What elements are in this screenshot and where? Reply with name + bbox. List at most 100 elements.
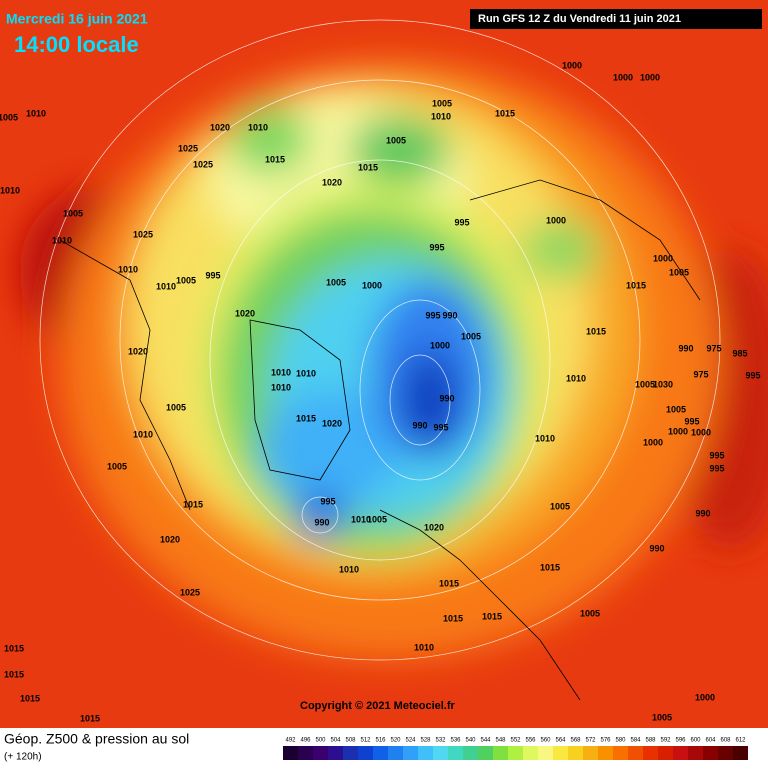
isobar-label: 1005 <box>176 275 196 285</box>
legend-swatch <box>673 746 688 760</box>
legend-swatch <box>358 746 373 760</box>
legend-label: 568 <box>570 738 581 744</box>
isobar-label: 1015 <box>626 280 646 290</box>
isobar-label: 1005 <box>326 277 346 287</box>
isobar-label: 995 <box>454 217 469 227</box>
isobar-label: 1005 <box>367 514 387 524</box>
legend-swatch <box>718 746 733 760</box>
forecast-date: Mercredi 16 juin 2021 <box>6 11 148 27</box>
legend-swatch <box>688 746 703 760</box>
isobar-label: 1015 <box>358 162 378 172</box>
isobar-label: 1015 <box>296 413 316 423</box>
isobar-label: 1020 <box>160 534 180 544</box>
isobar-label: 1020 <box>424 522 444 532</box>
legend-swatch <box>388 746 403 760</box>
legend-label: 560 <box>540 738 551 744</box>
copyright: Copyright © 2021 Meteociel.fr <box>300 700 456 712</box>
isobar-label: 1025 <box>133 229 153 239</box>
legend-swatch <box>553 746 568 760</box>
isobar-label: 1020 <box>322 177 342 187</box>
isobar-label: 1005 <box>666 404 686 414</box>
legend-swatch <box>733 746 748 760</box>
isobar-label: 1010 <box>339 564 359 574</box>
isobar-label: 1010 <box>414 642 434 652</box>
isobar-label: 990 <box>439 393 454 403</box>
legend-swatch <box>643 746 658 760</box>
isobar-label: 990 <box>678 343 693 353</box>
isobar-label: 1020 <box>322 418 342 428</box>
legend-swatch <box>493 746 508 760</box>
isobar-label: 975 <box>706 343 721 353</box>
isobar-label: 990 <box>695 508 710 518</box>
legend-swatch <box>703 746 718 760</box>
isobar-label: 975 <box>693 369 708 379</box>
isobar-label: 1015 <box>540 562 560 572</box>
isobar-label: 1015 <box>495 108 515 118</box>
isobar-label: 985 <box>732 348 747 358</box>
isobar-label: 1015 <box>183 499 203 509</box>
isobar-label: 1010 <box>535 433 555 443</box>
isobar-label: 1010 <box>133 429 153 439</box>
isobar-label: 995 <box>709 450 724 460</box>
isobar-label: 1025 <box>193 159 213 169</box>
isobar-label: 1020 <box>210 122 230 132</box>
isobar-label: 995 <box>320 496 335 506</box>
isobar-label: 990 <box>412 420 427 430</box>
legend-swatch <box>313 746 328 760</box>
isobar-label: 1000 <box>668 426 688 436</box>
legend-label: 564 <box>555 738 566 744</box>
isobar-label: 1010 <box>271 367 291 377</box>
legend-label: 584 <box>630 738 641 744</box>
legend-label: 512 <box>360 738 371 744</box>
isobar-label: 1000 <box>362 280 382 290</box>
legend-swatch <box>418 746 433 760</box>
legend-label: 596 <box>675 738 686 744</box>
isobar-label: 1015 <box>439 578 459 588</box>
isobar-label: 990 <box>314 517 329 527</box>
legend-swatch <box>628 746 643 760</box>
legend-label: 572 <box>585 738 596 744</box>
isobar-label: 995 <box>684 416 699 426</box>
isobar-label: 1020 <box>128 346 148 356</box>
footer-lead: (+ 120h) <box>4 752 42 763</box>
legend-swatch <box>433 746 448 760</box>
isobar-label: 1005 <box>580 608 600 618</box>
isobar-label: 995 <box>709 463 724 473</box>
isobar-label: 1015 <box>586 326 606 336</box>
isobar-label: 1000 <box>695 692 715 702</box>
isobar-label: 1000 <box>643 437 663 447</box>
isobar-label: 995 <box>425 310 440 320</box>
isobar-label: 1015 <box>4 669 24 679</box>
isobar-label: 1015 <box>20 693 40 703</box>
isobar-label: 1030 <box>653 379 673 389</box>
isobar-label: 1015 <box>443 613 463 623</box>
isobar-label: 995 <box>205 270 220 280</box>
legend-swatch <box>508 746 523 760</box>
legend-label: 588 <box>645 738 656 744</box>
isobar-label: 1000 <box>613 72 633 82</box>
isobar-label: 1010 <box>26 108 46 118</box>
legend-swatch <box>463 746 478 760</box>
legend-swatch <box>373 746 388 760</box>
isobar-label: 1010 <box>248 122 268 132</box>
legend-label: 592 <box>660 738 671 744</box>
isobar-label: 1000 <box>546 215 566 225</box>
legend-label: 580 <box>615 738 626 744</box>
legend-swatch <box>613 746 628 760</box>
legend-swatch <box>538 746 553 760</box>
isobar-label: 1015 <box>482 611 502 621</box>
legend-label: 536 <box>450 738 461 744</box>
isobar-label: 1010 <box>351 514 371 524</box>
isobar-label: 1015 <box>80 713 100 723</box>
isobar-label: 1025 <box>178 143 198 153</box>
legend-swatch <box>523 746 538 760</box>
isobar-label: 1000 <box>430 340 450 350</box>
isobar-label: 995 <box>433 422 448 432</box>
legend-swatch <box>658 746 673 760</box>
legend-swatch <box>583 746 598 760</box>
isobar-label: 1005 <box>669 267 689 277</box>
isobar-label: 1005 <box>652 712 672 722</box>
forecast-time: 14:00 locale <box>14 32 139 57</box>
isobar-label: 1010 <box>52 235 72 245</box>
